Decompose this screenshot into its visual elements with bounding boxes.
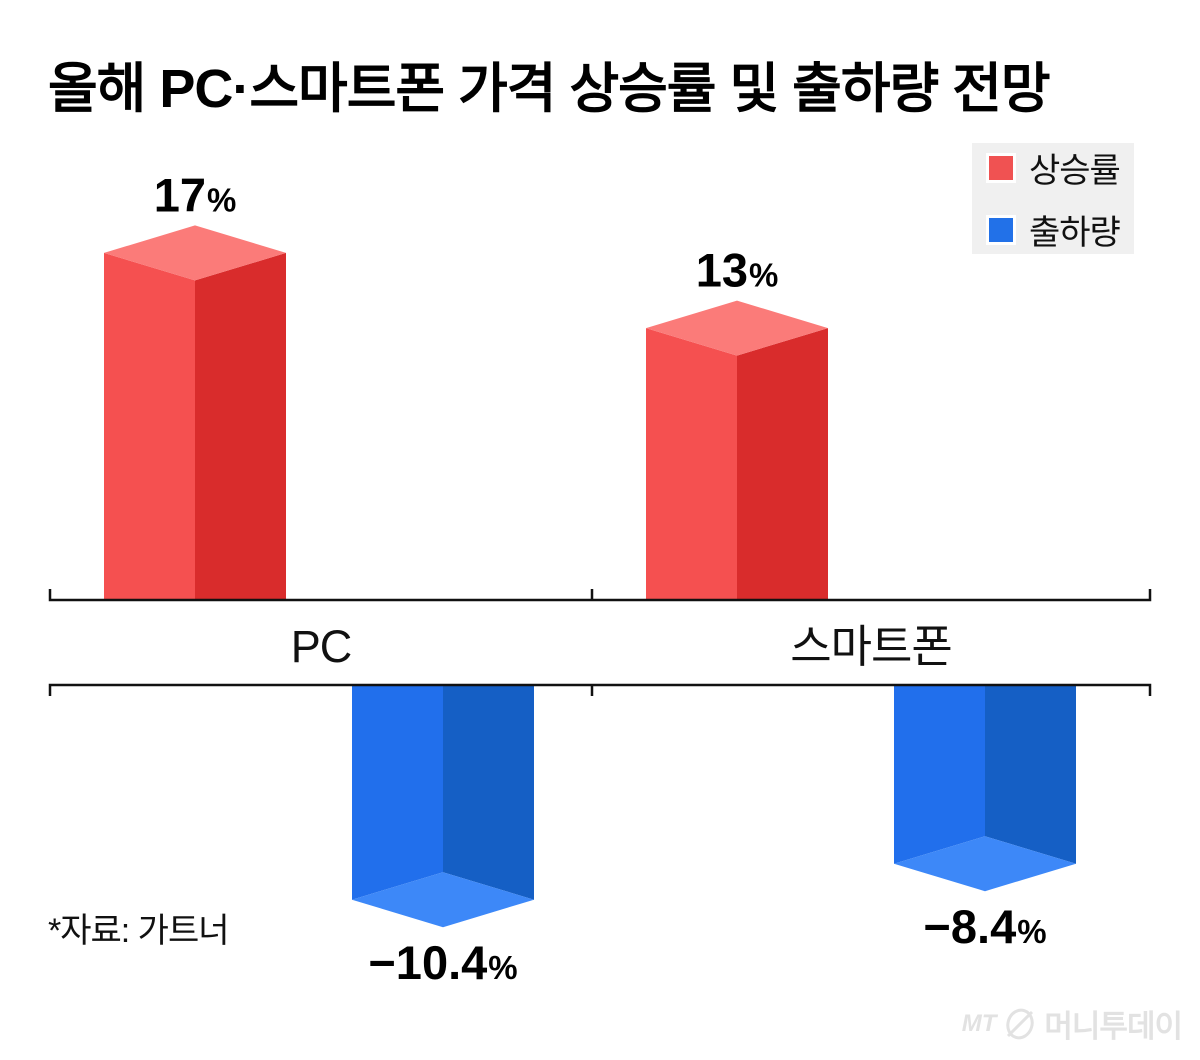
shipment-value-label: −8.4% [923, 900, 1046, 953]
bottom-axis [48, 683, 1152, 696]
shipment-bar-bottom-face [352, 872, 534, 928]
category-label: PC [291, 621, 352, 672]
shipment-bar-bottom-face [894, 836, 1076, 892]
shipment-value-label: −10.4% [368, 936, 517, 989]
legend-label-shipment: 출하량 [1029, 214, 1121, 252]
legend: 상승률 출하량 [972, 143, 1134, 254]
shipment-bar-right-face [443, 685, 534, 900]
growth-bar-right-face [737, 328, 828, 600]
category-label: 스마트폰 [790, 621, 952, 672]
growth-value-label: 13% [696, 244, 779, 297]
shipment-bar-left-face [352, 685, 443, 900]
legend-item-growth: 상승률 [986, 143, 1121, 192]
source-note: *자료: 가트너 [48, 912, 230, 950]
growth-bar-right-face [195, 252, 286, 600]
growth-bar-top-face [104, 225, 286, 281]
top-axis [48, 589, 1152, 602]
growth-bar-left-face [646, 328, 737, 600]
growth-swatch-icon [986, 152, 1016, 183]
growth-bar-top-face [646, 300, 828, 356]
shipment-bar-left-face [894, 685, 985, 864]
shipment-swatch-icon [986, 214, 1016, 245]
legend-label-growth: 상승률 [1029, 152, 1121, 190]
moneytoday-logo-icon [1006, 1008, 1035, 1039]
growth-value-label: 17% [154, 168, 237, 221]
logo-name-text: 머니투데이 [1044, 1009, 1183, 1044]
legend-item-shipment: 출하량 [986, 205, 1121, 254]
logo-mt-text: MT [961, 1009, 997, 1037]
shipment-bar-right-face [985, 685, 1076, 864]
moneytoday-logo: MT 머니투데이 [961, 1001, 1183, 1046]
chart-title: 올해 PC·스마트폰 가격 상승률 및 출하량 전망 [48, 59, 1051, 119]
growth-bar-left-face [104, 252, 195, 600]
